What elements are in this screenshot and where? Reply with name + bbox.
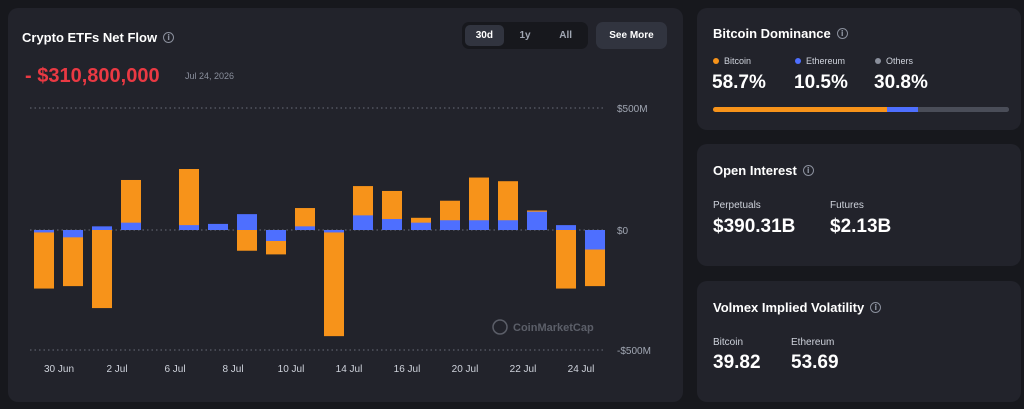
open-interest-title: Open Interest i	[713, 163, 814, 178]
bar-ethereum	[585, 230, 605, 250]
etf-net-flow-title: Crypto ETFs Net Flow i	[22, 30, 175, 45]
bitcoin-dominance-title: Bitcoin Dominance i	[713, 26, 848, 41]
info-icon[interactable]: i	[802, 165, 814, 176]
see-more-button[interactable]: See More	[596, 22, 667, 49]
others-dominance-value: 30.8%	[874, 72, 928, 93]
ethereum-dot-icon	[795, 58, 801, 64]
implied-volatility-title-text: Volmex Implied Volatility	[713, 300, 865, 315]
bar-bitcoin	[324, 230, 344, 337]
bar-bitcoin	[34, 230, 54, 289]
bar-bitcoin	[469, 177, 489, 230]
bar-ethereum	[295, 226, 315, 230]
x-tick-label: 30 Jun	[44, 364, 74, 375]
x-tick-label: 24 Jul	[568, 364, 595, 375]
y-tick-label: $0	[617, 226, 629, 237]
x-tick-label: 20 Jul	[452, 364, 479, 375]
range-1y-button[interactable]: 1y	[519, 30, 531, 41]
bar-bitcoin	[498, 181, 518, 230]
open-interest-card: Open Interest i Perpetuals $390.31B Futu…	[697, 144, 1021, 266]
net-flow-chart: $500M $0 -$500M 30 Jun 2 Jul 6 Jul 8 Jul 10 Jul…	[30, 104, 651, 375]
y-tick-label: $500M	[617, 104, 648, 115]
y-tick-label: -$500M	[617, 346, 651, 357]
perpetuals-value: $390.31B	[713, 216, 796, 237]
bar-bitcoin	[237, 230, 257, 251]
legend-others: Others	[875, 56, 913, 66]
bitcoin-dominance-value: 58.7%	[712, 72, 766, 93]
info-icon[interactable]: i	[163, 32, 175, 43]
etf-net-flow-card: Crypto ETFs Net Flow i 30d 1y All See Mo…	[8, 8, 683, 402]
open-interest-title-text: Open Interest	[713, 163, 797, 178]
x-tick-label: 22 Jul	[510, 364, 537, 375]
etf-net-flow-title-text: Crypto ETFs Net Flow	[22, 30, 158, 45]
bar-bitcoin	[121, 179, 141, 230]
bar-ethereum	[469, 220, 489, 230]
dominance-bar-ethereum	[886, 107, 918, 112]
net-flow-date: Jul 24, 2026	[185, 71, 235, 81]
bitcoin-dominance-card: Bitcoin Dominance i Bitcoin Ethereum Oth…	[697, 8, 1021, 130]
range-30d-button[interactable]: 30d	[465, 25, 504, 46]
bar-bitcoin	[92, 230, 112, 309]
ethereum-dominance-value: 10.5%	[794, 72, 848, 93]
x-tick-label: 8 Jul	[222, 364, 243, 375]
bar-ethereum	[498, 220, 518, 230]
info-icon[interactable]: i	[870, 302, 882, 313]
bar-ethereum	[237, 214, 257, 230]
implied-volatility-title: Volmex Implied Volatility i	[713, 300, 882, 315]
bar-bitcoin	[63, 230, 83, 287]
dominance-bar-others	[917, 107, 1009, 112]
volatility-bitcoin-label: Bitcoin	[713, 337, 744, 348]
watermark-text: CoinMarketCap	[513, 322, 594, 334]
range-selector: 30d 1y All	[462, 22, 588, 49]
coinmarketcap-logo-icon	[492, 319, 508, 335]
range-all-button[interactable]: All	[559, 30, 573, 41]
bar-bitcoin	[179, 169, 199, 230]
dominance-bar	[713, 107, 1009, 112]
bar-ethereum	[63, 230, 83, 238]
x-tick-label: 10 Jul	[278, 364, 305, 375]
x-tick-label: 2 Jul	[106, 364, 127, 375]
coinmarketcap-watermark: CoinMarketCap	[492, 319, 594, 335]
bar-ethereum	[92, 226, 112, 230]
bar-ethereum	[324, 230, 344, 233]
bar-ethereum	[382, 219, 402, 230]
bar-ethereum	[121, 222, 141, 230]
info-icon[interactable]: i	[836, 28, 848, 39]
volatility-bitcoin-value: 39.82	[713, 352, 761, 373]
perpetuals-label: Perpetuals	[713, 200, 761, 211]
legend-bitcoin: Bitcoin	[713, 56, 751, 66]
bar-ethereum	[527, 211, 547, 230]
x-tick-label: 16 Jul	[394, 364, 421, 375]
legend-others-label: Others	[886, 56, 914, 66]
bar-ethereum	[34, 230, 54, 233]
bar-ethereum	[411, 222, 431, 230]
dominance-bar-bitcoin	[713, 107, 887, 112]
legend-bitcoin-label: Bitcoin	[724, 56, 752, 66]
volatility-ethereum-label: Ethereum	[791, 337, 835, 348]
x-tick-label: 14 Jul	[336, 364, 363, 375]
legend-ethereum-label: Ethereum	[806, 56, 846, 66]
futures-value: $2.13B	[830, 216, 892, 237]
bar-ethereum	[353, 215, 373, 230]
bitcoin-dominance-title-text: Bitcoin Dominance	[713, 26, 831, 41]
bitcoin-dot-icon	[713, 58, 719, 64]
futures-label: Futures	[830, 200, 864, 211]
bar-bitcoin	[295, 208, 315, 230]
bar-ethereum	[208, 223, 228, 230]
others-dot-icon	[875, 58, 881, 64]
bar-bitcoin	[556, 230, 576, 289]
net-flow-value: - $310,800,000	[25, 65, 160, 87]
bar-ethereum	[179, 225, 199, 230]
volatility-ethereum-value: 53.69	[791, 352, 839, 373]
implied-volatility-card: Volmex Implied Volatility i Bitcoin 39.8…	[697, 281, 1021, 402]
bar-ethereum	[556, 225, 576, 230]
legend-ethereum: Ethereum	[795, 56, 845, 66]
x-tick-label: 6 Jul	[164, 364, 185, 375]
bar-ethereum	[440, 220, 460, 230]
bar-ethereum	[266, 230, 286, 241]
